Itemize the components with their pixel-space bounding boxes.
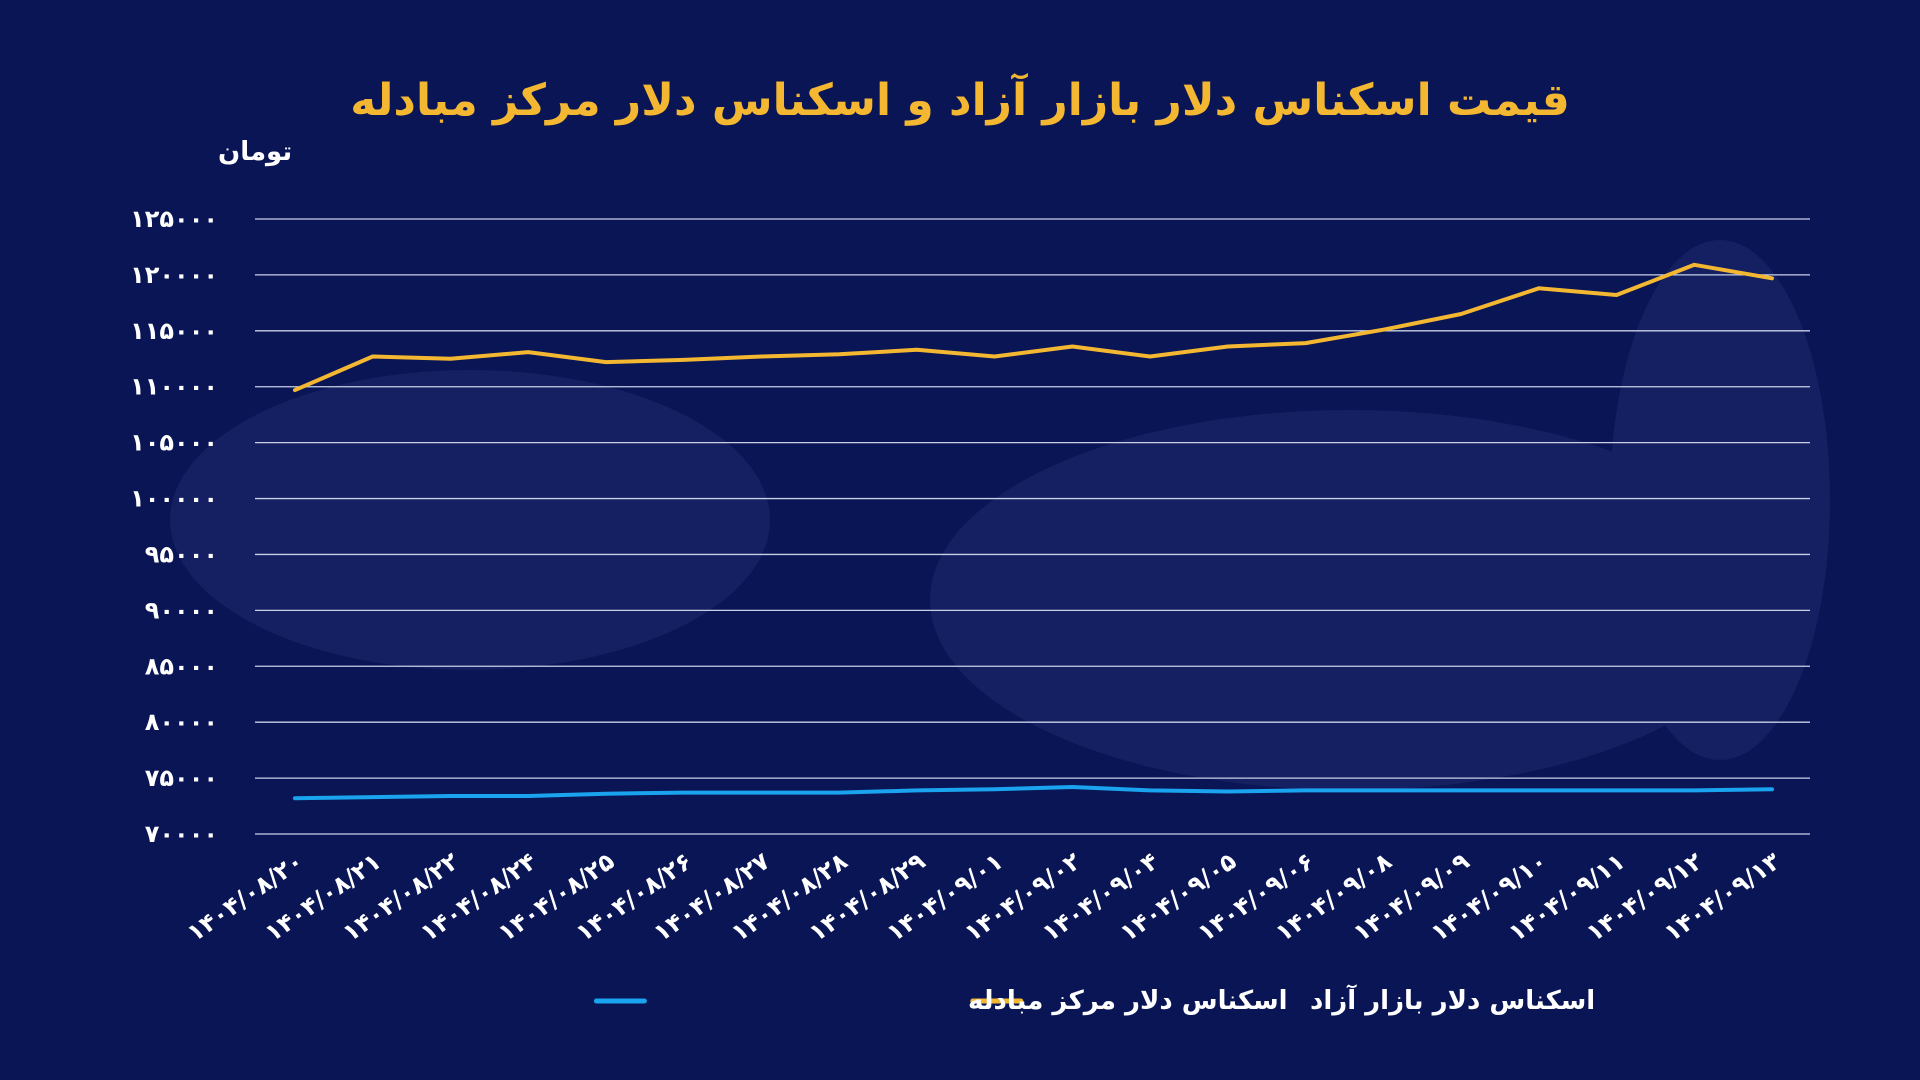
legend-label-1: اسکناس دلار مرکز مبادله [968,986,1288,1016]
watermark [170,240,1830,790]
legend-label-0: اسکناس دلار بازار آزاد [1310,984,1595,1016]
y-tick-label: ۱۱۰۰۰۰ [130,373,218,401]
y-tick-label: ۱۰۵۰۰۰ [130,429,218,457]
y-tick-label: ۸۵۰۰۰ [145,652,218,680]
y-tick-label: ۱۲۰۰۰۰ [130,261,218,289]
series-lines [293,262,1774,801]
y-tick-label: ۷۰۰۰۰ [145,820,218,848]
y-tick-label: ۸۰۰۰۰ [145,708,218,736]
y-tick-label: ۷۵۰۰۰ [145,764,218,792]
x-axis-ticks: ۱۴۰۴/۰۸/۲۰۱۴۰۴/۰۸/۲۱۱۴۰۴/۰۸/۲۲۱۴۰۴/۰۸/۲۴… [182,847,1786,947]
y-tick-label: ۹۵۰۰۰ [145,540,218,568]
legend: اسکناس دلار بازار آزاد اسکناس دلار مرکز م… [593,984,1595,1016]
gridlines [255,218,1810,835]
y-tick-label: ۹۰۰۰۰ [145,596,218,624]
y-tick-label: ۱۲۵۰۰۰ [130,205,218,233]
y-tick-label: ۱۱۵۰۰۰ [130,317,218,345]
chart-title: قیمت اسکناس دلار بازار آزاد و اسکناس دلا… [350,72,1570,126]
series-line-1 [293,785,1774,801]
y-tick-label: ۱۰۰۰۰۰ [130,485,218,513]
y-axis-unit-label: تومان [218,137,292,167]
y-axis-ticks: ۷۰۰۰۰ ۷۵۰۰۰ ۸۰۰۰۰ ۸۵۰۰۰ ۹۰۰۰۰ ۹۵۰۰۰ ۱۰۰۰۰۰ ۱۰۵۰… [130,205,218,848]
series-line-0 [293,262,1774,393]
